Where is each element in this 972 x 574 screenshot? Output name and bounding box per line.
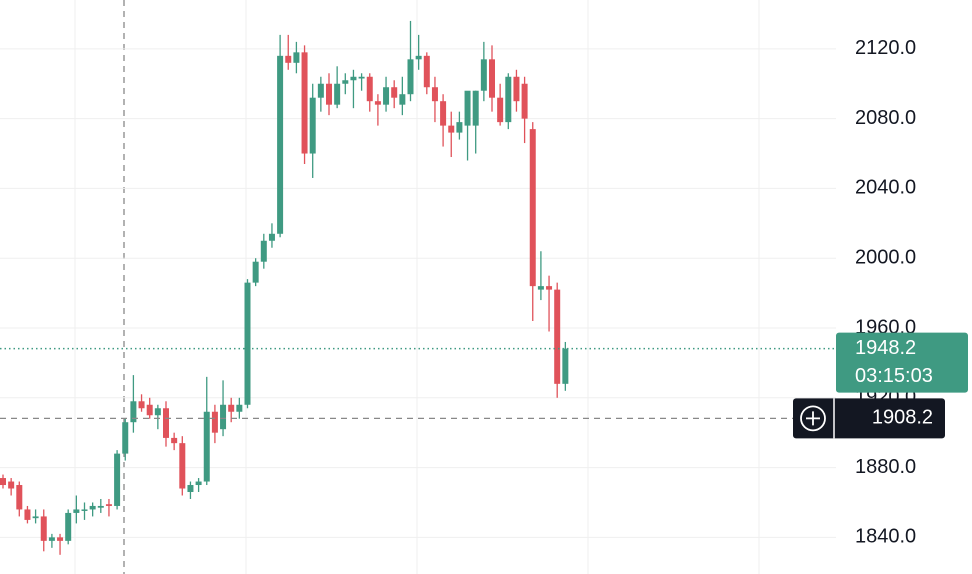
candle-body [24, 509, 31, 520]
candle-body [431, 87, 438, 102]
candle-body [342, 80, 349, 84]
candle-body [399, 94, 406, 105]
candle-body [301, 52, 308, 154]
candle-body [293, 52, 300, 63]
candle-body [0, 478, 6, 486]
candle-body [48, 537, 55, 541]
candle-body [358, 76, 365, 79]
candle-body [464, 90, 471, 126]
candle-body [228, 404, 235, 412]
candles [0, 20, 569, 555]
candle-body [65, 512, 72, 541]
candle-body [130, 401, 137, 423]
candle-body [268, 233, 275, 241]
candle-body [554, 289, 561, 384]
candle-body [562, 348, 569, 384]
last-price-label: 1948.2 [855, 337, 916, 359]
candle-body [366, 76, 373, 102]
candle-body [146, 404, 153, 416]
candle-body [497, 97, 504, 123]
candle-body [383, 87, 390, 105]
candle-body [513, 76, 520, 102]
time-grid [74, 0, 760, 574]
candle-body [89, 505, 96, 510]
candle-body [374, 101, 381, 105]
candle-body [211, 411, 218, 433]
candle-body [546, 286, 553, 290]
y-tick-label: 1880.0 [855, 456, 916, 478]
overlay: 1840.01880.01920.01960.02000.02040.02080… [0, 37, 968, 548]
candle-body [203, 411, 210, 482]
candle-body [423, 55, 430, 88]
crosshair-price-label: 1908.2 [872, 407, 933, 429]
last-price-badge [836, 332, 968, 393]
y-tick-label: 2040.0 [855, 177, 916, 199]
candle-body [505, 76, 512, 123]
countdown-label: 03:15:03 [855, 365, 933, 387]
candle-body [252, 261, 259, 283]
candle-body [456, 122, 463, 133]
candle-body [391, 87, 398, 98]
candle-body [529, 129, 536, 287]
crosshair-badge [793, 398, 945, 439]
y-tick-label: 1840.0 [855, 526, 916, 548]
candle-body [260, 240, 267, 262]
candle-body [57, 537, 64, 541]
candle-body [480, 59, 487, 91]
candle-body [537, 286, 544, 290]
y-tick-label: 2000.0 [855, 246, 916, 268]
candle-body [350, 76, 357, 81]
candle-body [163, 408, 169, 438]
candle-body [489, 59, 495, 98]
candle-body [114, 453, 121, 506]
candle-body [326, 83, 332, 105]
candle-body [16, 485, 23, 510]
grid [0, 48, 836, 538]
candle-body [8, 481, 15, 489]
candle-body [244, 282, 251, 405]
candle-body [521, 83, 528, 119]
candle-body [440, 101, 447, 126]
candle-body [407, 59, 414, 95]
candle-body [309, 97, 316, 154]
candle-body [195, 481, 202, 486]
candle-body [73, 509, 80, 513]
candle-body [472, 90, 479, 126]
candle-body [138, 401, 145, 409]
y-tick-label: 2080.0 [855, 107, 916, 129]
candle-body [236, 404, 243, 412]
candle-body [277, 55, 284, 234]
candle-body [154, 408, 161, 416]
candle-body [105, 504, 112, 506]
candle-body [187, 485, 194, 492]
candle-body [415, 55, 422, 60]
candle-body [97, 505, 104, 508]
candle-body [122, 422, 129, 454]
candle-body [334, 83, 341, 105]
candle-body [32, 516, 39, 519]
add-alert-icon[interactable] [800, 405, 826, 432]
candle-body [285, 55, 292, 63]
y-tick-label: 2120.0 [855, 37, 916, 59]
candle-body [317, 83, 324, 98]
candle-body [179, 443, 186, 489]
candle-body [171, 437, 178, 444]
candle-body [40, 516, 47, 541]
candle-body [81, 509, 88, 511]
candle-body [448, 125, 455, 133]
candle-body [220, 404, 227, 430]
